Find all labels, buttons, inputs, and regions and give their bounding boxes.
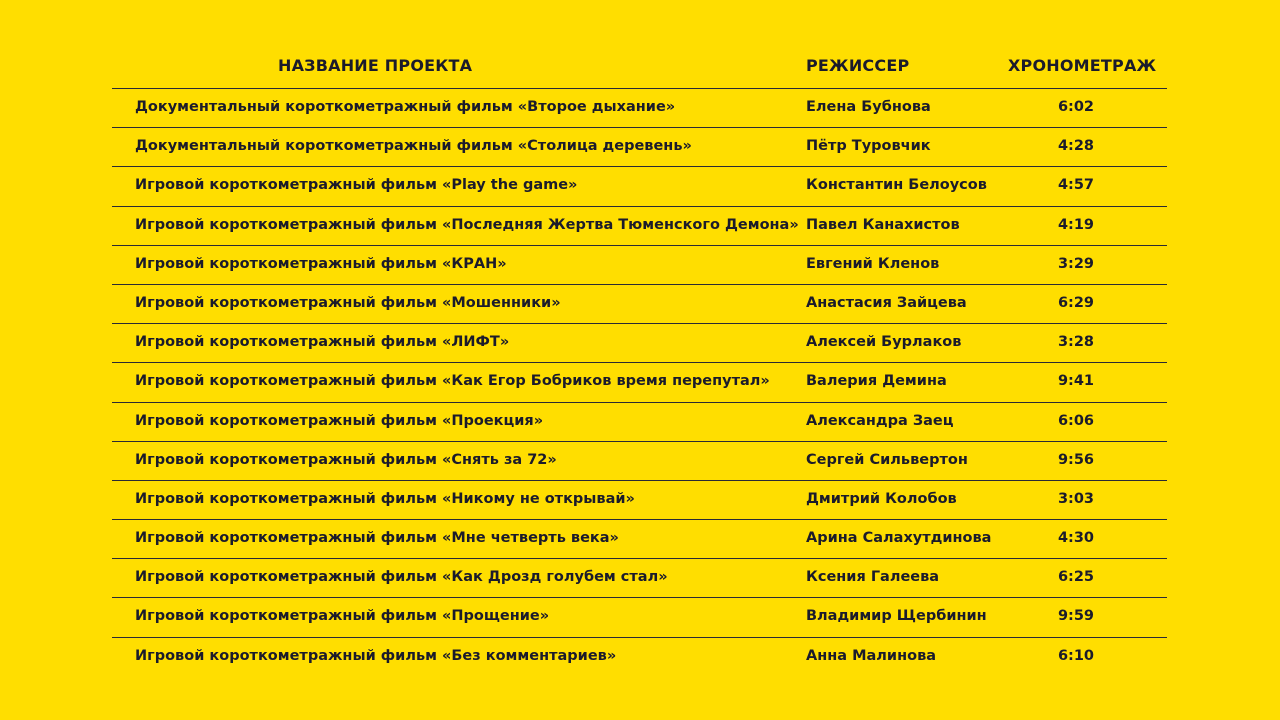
director-cell: Алексей Бурлаков: [806, 334, 962, 351]
director-cell: Арина Салахутдинова: [806, 530, 992, 547]
table-row: Игровой короткометражный фильм «Мошенник…: [112, 283, 1167, 323]
project-name-cell: Игровой короткометражный фильм «ЛИФТ»: [135, 334, 510, 351]
table-row: Документальный короткометражный фильм «В…: [112, 88, 1167, 127]
duration-cell: 4:57: [1057, 177, 1095, 194]
table-row: Игровой короткометражный фильм «Снять за…: [112, 440, 1167, 480]
director-cell: Евгений Кленов: [806, 255, 940, 272]
duration-cell: 9:56: [1057, 451, 1095, 468]
project-name-cell: Игровой короткометражный фильм «Как Егор…: [135, 373, 770, 390]
director-cell: Александра Заец: [806, 412, 954, 429]
table-row: Игровой короткометражный фильм «Проекция…: [112, 401, 1167, 441]
table-row: Игровой короткометражный фильм «Мне четв…: [112, 519, 1167, 558]
director-cell: Константин Белоусов: [806, 177, 987, 194]
column-header-director: РЕЖИССЕР: [806, 56, 910, 75]
project-name-cell: Игровой короткометражный фильм «Без комм…: [135, 647, 617, 664]
table-row: Игровой короткометражный фильм «ЛИФТ» Але…: [112, 323, 1167, 362]
project-name-cell: Игровой короткометражный фильм «Последня…: [135, 216, 799, 233]
table-row: Игровой короткометражный фильм «Никому н…: [112, 479, 1167, 519]
duration-cell: 4:19: [1057, 216, 1095, 233]
project-name-cell: Игровой короткометражный фильм «Никому н…: [135, 490, 635, 507]
table-row: Игровой короткометражный фильм «КРАН» Евг…: [112, 244, 1167, 284]
duration-cell: 6:29: [1057, 294, 1095, 311]
project-name-cell: Игровой короткометражный фильм «Снять за…: [135, 451, 557, 468]
column-header-project-name: НАЗВАНИЕ ПРОЕКТА: [278, 56, 473, 75]
duration-cell: 9:59: [1057, 608, 1095, 625]
column-header-duration: ХРОНОМЕТРАЖ: [1008, 56, 1157, 75]
director-cell: Дмитрий Колобов: [806, 490, 957, 507]
director-cell: Елена Бубнова: [806, 99, 931, 115]
project-name-cell: Игровой короткометражный фильм «Мне четв…: [135, 530, 619, 547]
duration-cell: 9:41: [1057, 373, 1095, 390]
table-row: Игровой короткометражный фильм «Прощение…: [112, 597, 1167, 636]
director-cell: Сергей Сильвертон: [806, 451, 968, 468]
duration-cell: 3:29: [1057, 255, 1095, 272]
project-name-cell: Документальный короткометражный фильм «С…: [135, 138, 692, 155]
director-cell: Анна Малинова: [806, 647, 937, 664]
duration-cell: 4:30: [1057, 530, 1095, 547]
director-cell: Владимир Щербинин: [806, 608, 987, 625]
director-cell: Анастасия Зайцева: [806, 294, 967, 311]
director-cell: Валерия Демина: [806, 373, 947, 390]
table-row: Игровой короткометражный фильм «Без комм…: [112, 636, 1167, 676]
duration-cell: 3:03: [1057, 490, 1095, 507]
project-name-cell: Документальный короткометражный фильм «В…: [135, 99, 676, 115]
project-name-cell: Игровой короткометражный фильм «Мошенник…: [135, 294, 561, 311]
table-row: Игровой короткометражный фильм «Как Егор…: [112, 362, 1167, 401]
duration-cell: 6:10: [1057, 647, 1095, 664]
duration-cell: 4:28: [1057, 138, 1095, 155]
project-name-cell: Игровой короткометражный фильм «КРАН»: [135, 255, 507, 272]
table-row: Документальный короткометражный фильм «С…: [112, 127, 1167, 166]
table-row: Игровой короткометражный фильм «Последня…: [112, 205, 1167, 245]
table-row: Игровой короткометражный фильм «Play the…: [112, 166, 1167, 205]
duration-cell: 3:28: [1057, 334, 1095, 351]
duration-cell: 6:02: [1057, 99, 1095, 115]
project-name-cell: Игровой короткометражный фильм «Проекция…: [135, 412, 544, 429]
project-name-cell: Игровой короткометражный фильм «Прощение…: [135, 608, 550, 625]
projects-table: Документальный короткометражный фильм «В…: [112, 88, 1167, 676]
duration-cell: 6:06: [1057, 412, 1095, 429]
project-name-cell: Игровой короткометражный фильм «Play the…: [135, 177, 578, 194]
director-cell: Ксения Галеева: [806, 569, 940, 586]
director-cell: Пётр Туровчик: [806, 138, 931, 155]
table-row: Игровой короткометражный фильм «Как Дроз…: [112, 558, 1167, 597]
duration-cell: 6:25: [1057, 569, 1095, 586]
project-name-cell: Игровой короткометражный фильм «Как Дроз…: [135, 569, 668, 586]
director-cell: Павел Канахистов: [806, 216, 960, 233]
